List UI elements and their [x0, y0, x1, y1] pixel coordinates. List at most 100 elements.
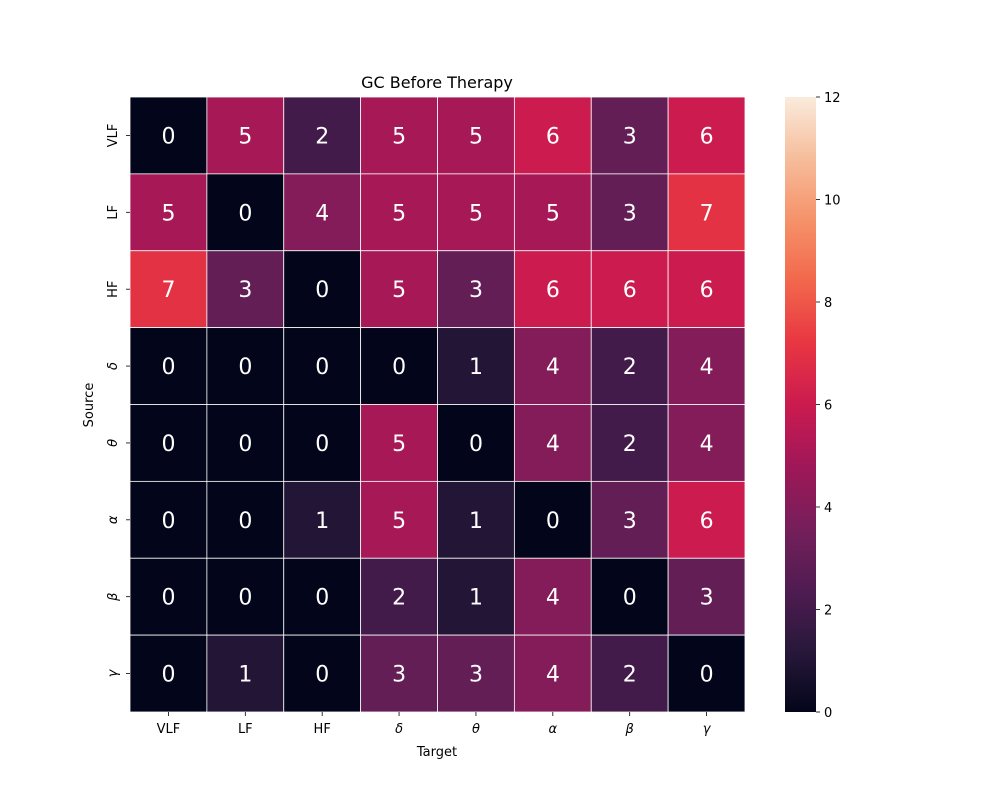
colorbar-ticks: 0 2 4 6 8 10 12: [816, 91, 841, 721]
y-tick-label: α: [106, 515, 121, 524]
cell-value-label: 3: [623, 201, 637, 226]
heatmap-cell: [129, 327, 208, 405]
cell-value-label: 3: [700, 586, 714, 611]
cell-value-label: 1: [469, 355, 483, 380]
cell-value-label: 0: [238, 509, 252, 534]
heatmap-cells: 0 5 2 5 5 6 3 6 5 0 4 5 5 5 3 7 7 3 0 5 3 6 6 6 0 0 0 0 1 4 2 4 0 0 0 5 0 4 2 4…: [129, 96, 746, 713]
cell-value-label: 4: [700, 355, 714, 380]
cell-value-label: 4: [315, 201, 329, 226]
x-tick-label: β: [625, 722, 634, 737]
heatmap-cell: [667, 404, 746, 482]
heatmap-cell: [360, 404, 438, 482]
cell-value-label: 3: [392, 663, 406, 688]
heatmap-cell: [437, 480, 515, 559]
heatmap-cell: [437, 557, 515, 636]
cell-value-label: 0: [315, 278, 329, 303]
cell-value-label: 7: [161, 278, 175, 303]
cell-value-label: 5: [546, 201, 560, 226]
cell-value-label: 4: [546, 586, 560, 611]
y-tick-label: HF: [106, 281, 121, 298]
cell-value-label: 0: [161, 586, 175, 611]
cell-value-label: 0: [623, 586, 637, 611]
x-tick-label: α: [549, 722, 558, 737]
cell-value-label: 3: [623, 509, 637, 534]
cell-value-label: 3: [623, 124, 637, 149]
heatmap-cell: [206, 480, 285, 559]
cell-value-label: 0: [315, 663, 329, 688]
cell-value-label: 4: [546, 432, 560, 457]
heatmap-cell: [437, 173, 515, 252]
cell-value-label: 0: [161, 663, 175, 688]
x-tick-label: LF: [238, 722, 253, 737]
cell-value-label: 0: [315, 586, 329, 611]
heatmap-cell: [283, 404, 362, 482]
heatmap-cell: [206, 557, 285, 636]
y-tick-label: γ: [106, 668, 121, 677]
heatmap-cell: [437, 404, 515, 482]
cell-value-label: 5: [392, 509, 406, 534]
cell-value-label: 5: [392, 432, 406, 457]
cell-value-label: 1: [315, 509, 329, 534]
heatmap-cell: [360, 250, 438, 329]
heatmap-cell: [360, 327, 438, 405]
heatmap-cell: [206, 250, 285, 329]
cell-value-label: 0: [161, 432, 175, 457]
cell-value-label: 2: [315, 124, 329, 149]
heatmap-cell: [667, 480, 746, 559]
heatmap-cell: [437, 250, 515, 329]
x-tick-label: δ: [395, 722, 403, 737]
heatmap-cell: [590, 557, 669, 636]
cell-value-label: 0: [161, 355, 175, 380]
y-tick-label: θ: [106, 439, 121, 447]
cell-value-label: 6: [700, 124, 714, 149]
cell-value-label: 6: [623, 278, 637, 303]
heatmap-cell: [590, 404, 669, 482]
cell-value-label: 0: [161, 509, 175, 534]
heatmap-cell: [206, 173, 285, 252]
cell-value-label: 6: [700, 278, 714, 303]
heatmap-cell: [513, 173, 592, 252]
x-axis-ticks: VLF LF HF δ θ α β γ: [157, 712, 712, 737]
heatmap-cell: [206, 96, 285, 175]
cell-value-label: 5: [469, 201, 483, 226]
y-axis-ticks: VLF LF HF δ θ α β γ: [106, 124, 130, 677]
cell-value-label: 0: [238, 432, 252, 457]
cell-value-label: 1: [238, 663, 252, 688]
x-axis-label: Target: [416, 745, 457, 760]
heatmap-cell: [513, 404, 592, 482]
heatmap-cell: [513, 250, 592, 329]
colorbar: [785, 97, 816, 712]
cell-value-label: 5: [469, 124, 483, 149]
colorbar-tick-label: 10: [824, 194, 841, 209]
y-tick-label: δ: [106, 362, 121, 370]
cell-value-label: 0: [469, 432, 483, 457]
x-tick-label: θ: [472, 722, 480, 737]
cell-value-label: 6: [700, 509, 714, 534]
heatmap-cell: [590, 250, 669, 329]
cell-value-label: 4: [546, 355, 560, 380]
cell-value-label: 6: [546, 124, 560, 149]
cell-value-label: 5: [392, 278, 406, 303]
cell-value-label: 0: [392, 355, 406, 380]
cell-value-label: 0: [700, 663, 714, 688]
heatmap-cell: [437, 634, 515, 713]
heatmap-cell: [513, 557, 592, 636]
x-tick-label: VLF: [157, 722, 181, 737]
cell-value-label: 1: [469, 509, 483, 534]
heatmap-cell: [513, 480, 592, 559]
cell-value-label: 0: [315, 432, 329, 457]
heatmap-cell: [437, 96, 515, 175]
heatmap-cell: [360, 96, 438, 175]
cell-value-label: 3: [469, 278, 483, 303]
cell-value-label: 5: [238, 124, 252, 149]
x-tick-label: γ: [703, 722, 712, 737]
heatmap-cell: [590, 327, 669, 405]
cell-value-label: 0: [315, 355, 329, 380]
cell-value-label: 0: [161, 124, 175, 149]
y-tick-label: β: [106, 593, 121, 602]
colorbar-tick-label: 6: [824, 399, 832, 414]
cell-value-label: 6: [546, 278, 560, 303]
heatmap-cell: [590, 480, 669, 559]
x-tick-label: HF: [314, 722, 331, 737]
